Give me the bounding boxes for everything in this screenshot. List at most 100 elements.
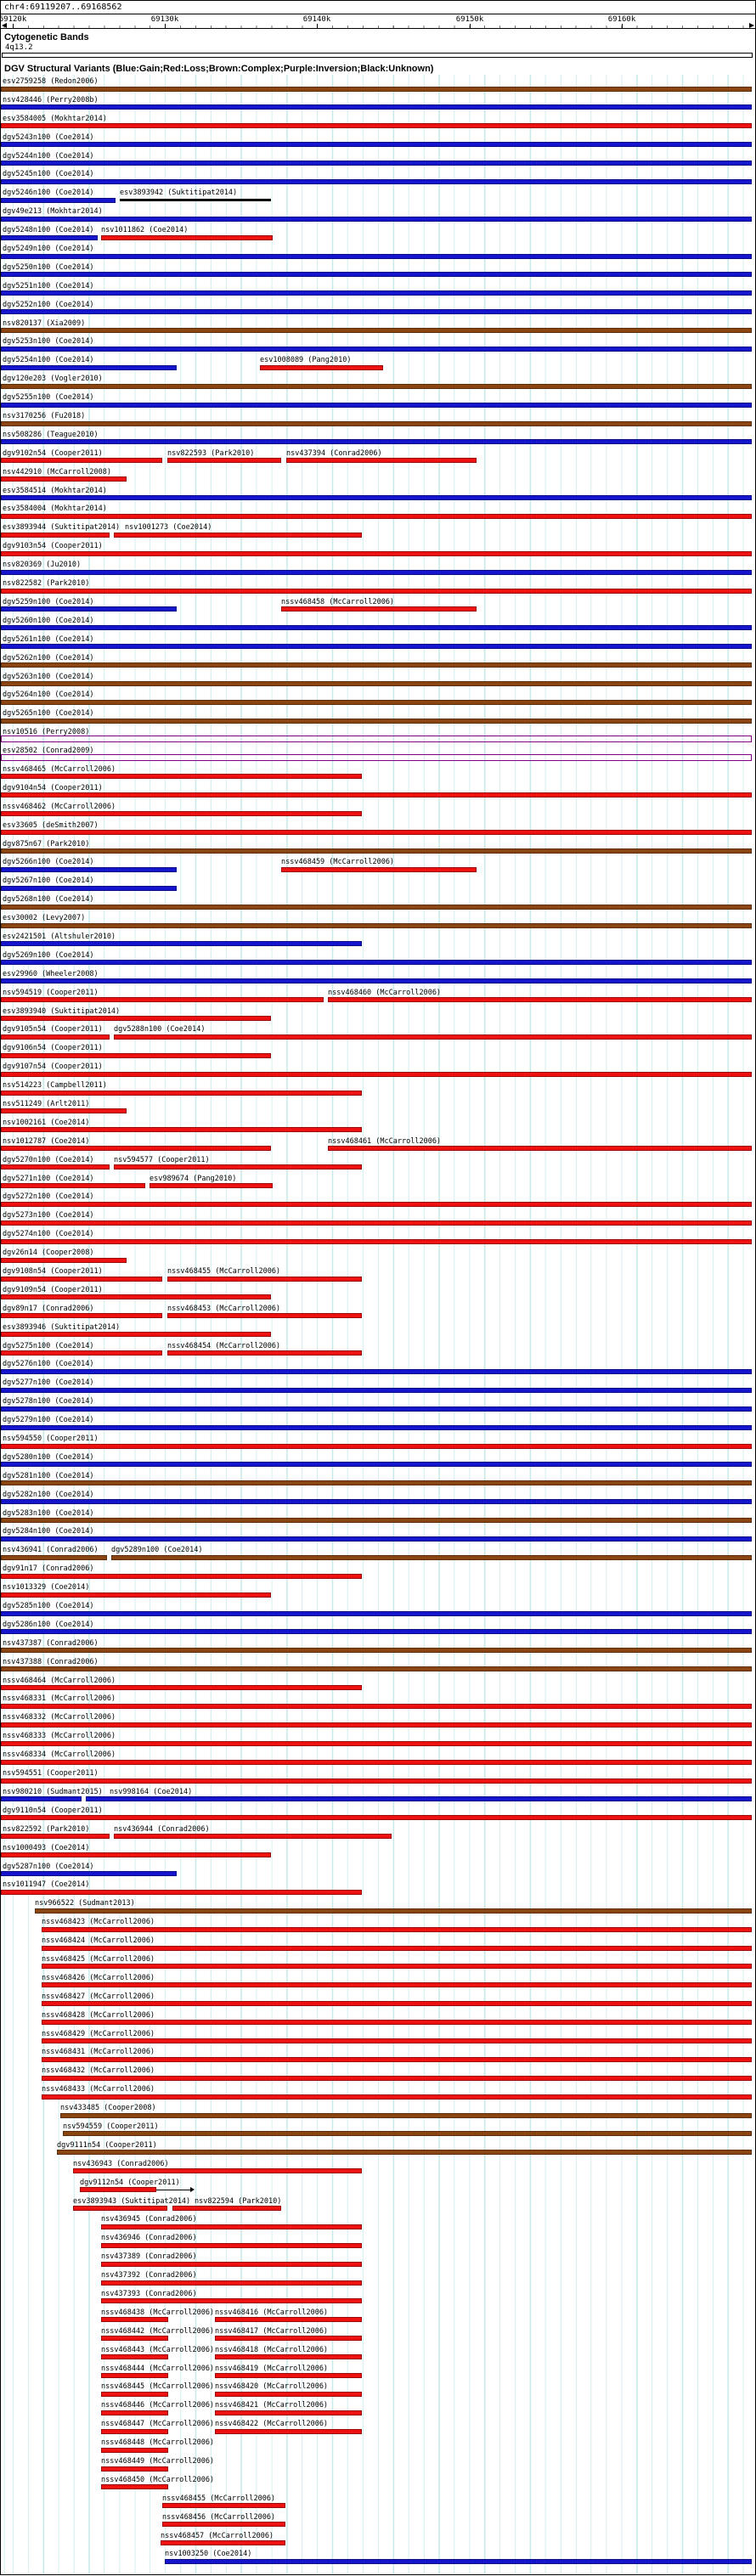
variant-bar[interactable] (101, 2410, 168, 2415)
variant-bar[interactable] (73, 2206, 167, 2212)
variant-bar[interactable] (215, 2373, 362, 2379)
variant-bar[interactable] (215, 2391, 362, 2397)
variant-bar[interactable] (42, 2075, 752, 2081)
variant-bar[interactable] (1, 1201, 752, 1207)
variant-bar[interactable] (1, 1164, 110, 1170)
variant-bar[interactable] (1, 606, 177, 612)
variant-bar[interactable] (114, 1834, 392, 1840)
variant-bar[interactable] (1, 1016, 271, 1022)
variant-bar[interactable] (1, 1610, 752, 1616)
variant-bar[interactable] (281, 866, 477, 872)
variant-bar[interactable] (1, 272, 752, 278)
variant-bar[interactable] (42, 1926, 752, 1932)
variant-bar[interactable] (215, 2428, 362, 2434)
variant-bar[interactable] (101, 2373, 168, 2379)
variant-bar[interactable] (1, 1257, 127, 1263)
variant-bar[interactable] (101, 234, 273, 240)
variant-bar[interactable] (42, 2020, 752, 2026)
cytoband-bar[interactable] (2, 53, 753, 58)
variant-bar[interactable] (1, 1071, 752, 1077)
variant-bar[interactable] (172, 2206, 281, 2212)
variant-bar[interactable] (42, 1945, 752, 1951)
variant-bar[interactable] (1, 458, 162, 464)
variant-bar[interactable] (1, 86, 752, 92)
variant-bar[interactable] (101, 2428, 168, 2434)
variant-bar[interactable] (1, 216, 752, 222)
variant-bar[interactable] (101, 2466, 168, 2472)
variant-bar[interactable] (286, 458, 477, 464)
variant-bar[interactable] (165, 2558, 752, 2564)
variant-bar[interactable] (1, 1238, 752, 1244)
variant-bar[interactable] (1, 1387, 752, 1393)
variant-bar[interactable] (1, 1796, 82, 1802)
variant-bar[interactable] (1, 1108, 127, 1114)
variant-bar[interactable] (162, 2522, 285, 2528)
variant-bar[interactable] (1, 830, 752, 836)
variant-bar[interactable] (1, 142, 752, 148)
variant-bar[interactable] (1, 1090, 362, 1096)
variant-bar[interactable] (1, 383, 752, 389)
variant-bar[interactable] (150, 1183, 273, 1189)
variant-bar[interactable] (215, 2354, 362, 2360)
variant-bar[interactable] (1, 1313, 162, 1319)
variant-bar[interactable] (1, 774, 362, 780)
variant-bar[interactable] (1, 1443, 752, 1449)
variant-bar[interactable] (1, 178, 752, 184)
variant-bar[interactable] (1, 699, 752, 705)
variant-bar[interactable] (1, 402, 752, 408)
variant-bar[interactable] (215, 2410, 362, 2415)
variant-bar[interactable] (42, 2001, 752, 2007)
variant-bar[interactable] (1, 1480, 752, 1486)
variant-bar[interactable] (111, 1554, 752, 1560)
variant-bar[interactable] (101, 2317, 168, 2323)
variant-bar[interactable] (60, 2112, 752, 2118)
variant-bar[interactable] (1, 197, 116, 203)
variant-bar[interactable] (1, 960, 752, 966)
variant-bar[interactable] (1, 104, 752, 110)
variant-bar[interactable] (73, 2168, 362, 2174)
variant-bar[interactable] (114, 532, 362, 538)
variant-bar[interactable] (1, 364, 177, 370)
variant-bar[interactable] (35, 1908, 752, 1914)
variant-bar[interactable] (167, 1313, 362, 1319)
variant-bar[interactable] (1, 1573, 362, 1579)
variant-bar[interactable] (328, 1146, 752, 1152)
variant-bar[interactable] (101, 2354, 168, 2360)
variant-bar[interactable] (1, 848, 752, 854)
variant-bar[interactable] (328, 997, 752, 1003)
variant-bar[interactable] (1, 997, 324, 1003)
variant-bar[interactable] (1, 718, 752, 724)
variant-bar[interactable] (101, 2391, 168, 2397)
variant-bar[interactable] (101, 2298, 362, 2304)
variant-bar[interactable] (1, 866, 177, 872)
variant-bar[interactable] (42, 1964, 752, 1970)
variant-bar[interactable] (1, 1499, 752, 1505)
variant-bar[interactable] (1, 439, 752, 445)
variant-bar[interactable] (1, 1276, 162, 1282)
variant-bar[interactable] (101, 2484, 168, 2490)
variant-bar[interactable] (1, 569, 752, 575)
variant-bar[interactable] (1, 1778, 752, 1784)
variant-bar[interactable] (114, 1034, 752, 1040)
variant-bar[interactable] (101, 2224, 362, 2229)
variant-bar[interactable] (215, 2317, 362, 2323)
variant-bar[interactable] (1, 1871, 177, 1876)
variant-bar[interactable] (1, 1889, 362, 1895)
variant-bar[interactable] (167, 458, 281, 464)
variant-bar[interactable] (1, 1332, 271, 1338)
variant-bar[interactable] (101, 2261, 362, 2267)
variant-bar[interactable] (1, 1815, 752, 1821)
variant-bar[interactable] (120, 199, 271, 202)
variant-bar[interactable] (1, 1685, 362, 1691)
variant-bar[interactable] (161, 2540, 285, 2546)
variant-bar[interactable] (1, 420, 752, 426)
variant-bar[interactable] (1, 253, 752, 259)
variant-bar[interactable] (1, 1220, 752, 1226)
variant-bar[interactable] (1, 309, 752, 315)
variant-bar[interactable] (1, 513, 752, 519)
variant-bar[interactable] (1, 978, 752, 984)
variant-bar[interactable] (1, 811, 362, 817)
variant-bar[interactable] (1, 123, 752, 129)
variant-bar[interactable] (1, 1629, 752, 1635)
variant-bar[interactable] (114, 1164, 362, 1170)
